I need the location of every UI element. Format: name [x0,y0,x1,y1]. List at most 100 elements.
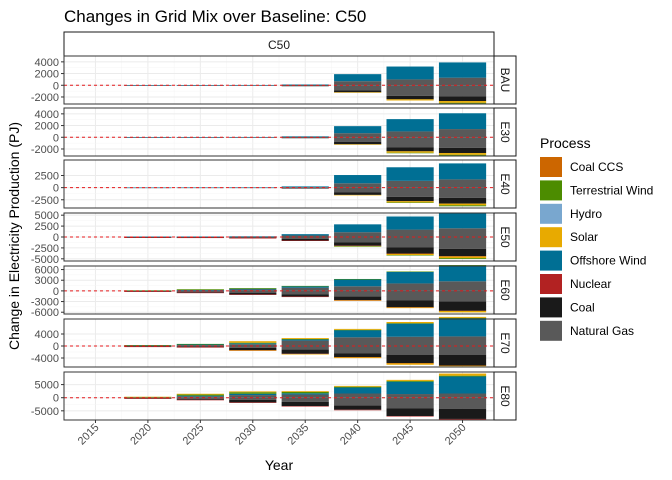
y-tick-label: 5000 [35,210,59,222]
bar-terrestrial-wind [438,102,487,104]
y-tick-label: -2000 [31,92,59,104]
bar-solar [334,194,382,196]
bar-terrestrial-wind [386,271,434,273]
bar-offshore-wind [176,236,224,238]
legend-label: Natural Gas [570,324,634,338]
bar-terrestrial-wind [176,289,224,290]
bar-nuclear [334,409,382,411]
bar-coal [386,95,434,100]
y-tick-label: -2500 [31,195,59,207]
bar-natural-gas [124,346,172,347]
bar-natural-gas [438,179,487,188]
bar-natural-gas [281,235,329,237]
bar-terrestrial-wind [438,154,487,156]
bar-solar [438,365,487,367]
bar-natural-gas [334,81,382,86]
bar-terrestrial-wind [281,338,329,340]
bar-offshore-wind [334,126,382,134]
bar-natural-gas [438,336,487,346]
bar-offshore-wind [124,187,172,189]
bar-solar [438,101,487,103]
bar-offshore-wind [386,323,434,337]
bar-solar [124,396,172,398]
bar-coal [334,353,382,358]
row-facet-label: E50 [498,226,512,248]
bar-natural-gas [386,394,434,398]
bar-coal [229,293,277,295]
y-tick-label: 3000 [35,275,59,287]
bar-terrestrial-wind [176,394,224,396]
bar-offshore-wind [334,224,382,233]
y-tick-label: 2500 [35,171,59,183]
bar-natural-gas [229,289,277,291]
bar-natural-gas [281,237,329,239]
bar-offshore-wind [438,376,487,394]
x-tick-label: 2020 [128,422,154,448]
bar-offshore-wind [176,187,224,188]
bar-offshore-wind [176,395,224,397]
bar-natural-gas [438,137,487,148]
legend-item-terrestrial-wind: Terrestrial Wind [540,180,653,201]
legend-label: Coal [570,300,595,314]
bar-solar [229,341,277,343]
bar-offshore-wind [281,136,329,137]
y-tick-label: 5000 [35,380,59,392]
bar-coal [386,247,434,254]
x-axis: 2015 2020 2025 2030 2035 2040 2045 2050 [76,420,469,447]
bar-solar [438,256,487,259]
bar-coal [281,294,329,297]
bar-natural-gas [438,397,487,409]
bar-natural-gas [281,290,329,295]
bar-natural-gas [386,137,434,148]
legend-label: Offshore Wind [570,254,646,268]
bar-solar [386,363,434,365]
bar-natural-gas [229,397,277,400]
bar-coal [281,85,329,87]
bar-natural-gas [229,344,277,346]
bar-terrestrial-wind [281,391,329,394]
legend: Process Coal CCS Terrestrial Wind Hydro Sol… [540,135,653,341]
bar-coal [229,347,277,351]
bar-nuclear [281,240,329,241]
bar-terrestrial-wind [176,343,224,345]
bar-solar [438,373,487,376]
x-tick-label: 2035 [286,422,312,448]
legend-label: Nuclear [570,277,611,291]
bar-natural-gas [281,346,329,350]
x-axis-title: Year [265,457,294,473]
bar-natural-gas [334,85,382,91]
row-facet-label: E60 [498,279,512,301]
bar-terrestrial-wind [386,323,434,324]
bar-offshore-wind [281,84,329,86]
bar-terrestrial-wind [438,317,487,319]
bar-offshore-wind [229,288,277,290]
row-facet-strip [493,265,517,315]
bar-terrestrial-wind [229,342,277,344]
bar-offshore-wind [334,175,382,184]
bar-offshore-wind [438,318,487,337]
bar-natural-gas [334,286,382,291]
bar-coal [334,242,382,246]
bar-offshore-wind [281,234,329,236]
column-facet-label: C50 [268,38,290,52]
row-facet-strip [493,212,517,262]
bar-coal [386,355,434,364]
y-tick-label: -2000 [31,144,59,156]
y-tick-label: 0 [53,341,59,353]
bar-solar [334,385,382,387]
bar-coal [334,192,382,195]
bar-nuclear [176,347,224,348]
bar-natural-gas [124,397,172,399]
bar-coal [386,147,434,152]
bar-solar [386,307,434,309]
bar-natural-gas [334,183,382,188]
y-tick-label: -5000 [31,406,59,418]
row-facet-label: E70 [498,332,512,354]
bar-solar [438,310,487,313]
bar-offshore-wind [176,344,224,346]
